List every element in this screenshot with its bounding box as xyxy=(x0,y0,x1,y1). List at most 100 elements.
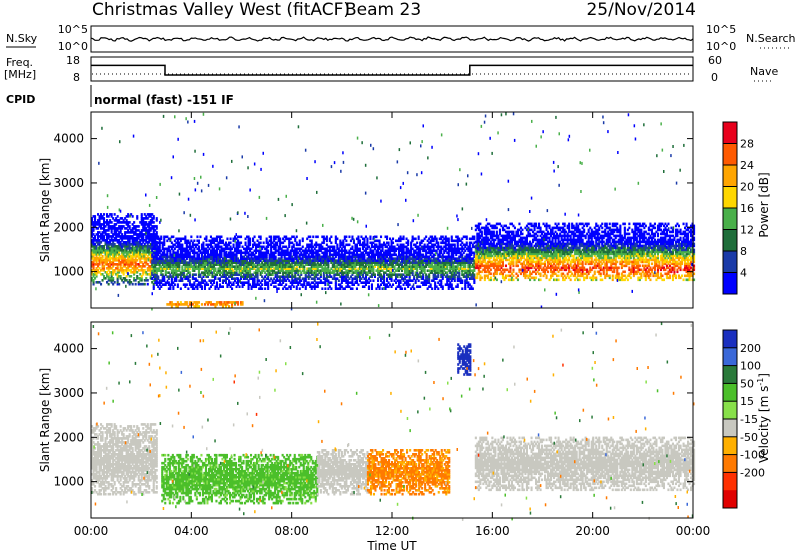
data-cell xyxy=(273,243,276,247)
data-cell xyxy=(435,237,438,241)
data-cell xyxy=(389,259,392,262)
data-cell xyxy=(429,235,432,239)
data-cell xyxy=(246,261,249,264)
data-cell xyxy=(112,227,115,230)
data-cell xyxy=(381,259,384,262)
data-cell xyxy=(453,273,456,276)
data-cell xyxy=(184,277,187,280)
data-cell xyxy=(431,261,434,264)
data-cell xyxy=(122,263,125,266)
data-cell xyxy=(240,271,243,274)
data-cell xyxy=(140,255,143,258)
data-cell xyxy=(205,271,208,274)
data-cell xyxy=(273,239,276,243)
data-cell xyxy=(136,251,139,254)
data-cell xyxy=(146,282,149,286)
data-cell xyxy=(97,223,100,226)
data-cell xyxy=(426,259,429,262)
data-cell xyxy=(447,259,450,262)
data-cell xyxy=(109,271,112,274)
data-cell xyxy=(97,253,100,256)
data-cell xyxy=(294,261,297,264)
data-cell xyxy=(297,259,300,262)
data-cell xyxy=(438,245,441,249)
data-cell xyxy=(172,259,175,262)
data-cell xyxy=(148,249,151,252)
data-cell xyxy=(315,265,318,268)
data-cell xyxy=(136,245,139,248)
data-cell xyxy=(450,243,453,247)
data-cell xyxy=(428,261,431,264)
data-cell xyxy=(440,265,443,268)
data-cell xyxy=(280,283,283,286)
data-cell xyxy=(166,275,169,278)
data-cell xyxy=(309,285,312,288)
data-cell xyxy=(265,277,268,280)
data-cell xyxy=(265,237,268,241)
data-cell xyxy=(315,263,318,266)
data-cell xyxy=(188,261,191,264)
data-cell xyxy=(140,221,143,224)
data-cell xyxy=(282,263,285,266)
data-cell xyxy=(294,277,297,280)
data-cell xyxy=(218,255,221,259)
data-cell xyxy=(258,255,261,259)
data-cell xyxy=(471,271,474,274)
data-cell xyxy=(173,257,176,260)
data-cell xyxy=(348,259,351,262)
data-cell xyxy=(378,263,381,266)
data-cell xyxy=(136,235,139,238)
data-cell xyxy=(160,273,163,276)
data-cell xyxy=(124,247,127,250)
data-cell xyxy=(285,269,288,272)
data-cell xyxy=(459,277,462,280)
data-cell xyxy=(465,257,468,260)
data-cell xyxy=(200,271,203,274)
data-cell xyxy=(345,257,348,260)
data-cell xyxy=(471,257,474,260)
data-cell xyxy=(411,265,414,268)
data-cell xyxy=(312,285,315,288)
data-cell xyxy=(273,255,276,259)
data-cell xyxy=(255,271,258,274)
data-cell xyxy=(443,251,446,255)
data-cell xyxy=(200,265,203,268)
data-cell xyxy=(298,265,301,268)
data-cell xyxy=(414,249,417,253)
data-cell xyxy=(212,257,215,260)
data-cell xyxy=(410,265,413,268)
data-cell xyxy=(217,253,220,257)
data-cell xyxy=(148,227,151,230)
data-cell xyxy=(133,267,136,270)
data-cell xyxy=(384,255,387,259)
data-cell xyxy=(237,265,240,268)
data-cell xyxy=(137,245,140,248)
data-cell xyxy=(386,283,389,286)
data-cell xyxy=(145,215,148,218)
data-cell xyxy=(273,235,276,239)
data-cell xyxy=(265,249,268,253)
data-cell xyxy=(276,279,279,282)
data-cell xyxy=(181,271,184,274)
data-cell xyxy=(271,261,274,264)
data-cell xyxy=(100,217,103,220)
data-cell xyxy=(473,259,476,262)
data-cell xyxy=(470,265,473,268)
data-cell xyxy=(339,245,342,249)
data-cell xyxy=(256,267,259,270)
data-cell xyxy=(228,281,231,284)
data-cell xyxy=(110,253,113,256)
data-cell xyxy=(137,251,140,254)
data-cell xyxy=(295,285,298,288)
data-cell xyxy=(202,281,205,284)
data-cell xyxy=(106,253,109,256)
data-cell xyxy=(456,259,459,262)
data-cell xyxy=(327,267,330,270)
data-cell xyxy=(238,269,241,272)
data-cell xyxy=(169,265,172,268)
data-cell xyxy=(441,261,444,264)
data-cell xyxy=(402,283,405,286)
data-cell xyxy=(348,281,351,284)
data-cell xyxy=(94,273,97,276)
data-cell xyxy=(256,239,259,243)
